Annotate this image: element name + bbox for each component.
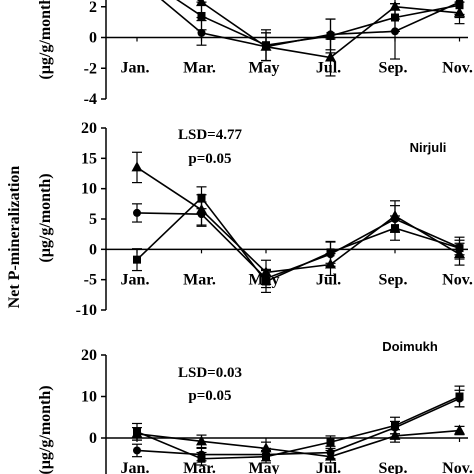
- bottom-x-tick-label: Jul.: [316, 460, 341, 474]
- bottom-point-square: [455, 392, 464, 401]
- top-point-triangle: [325, 51, 336, 62]
- middle-point-triangle: [454, 248, 465, 259]
- middle-x-tick-label: Jan.: [121, 271, 150, 288]
- bottom-y-axis-title: (µg/g/month): [37, 385, 54, 474]
- middle-y-tick-label: 10: [81, 181, 97, 198]
- top-series-triangle-line: [196, 0, 460, 59]
- middle-point-triangle: [325, 258, 336, 269]
- bottom-point-triangle: [454, 424, 465, 435]
- bottom-x-tick-label: Mar.: [183, 460, 216, 474]
- bottom-x-tick-label: Jan.: [121, 460, 150, 474]
- middle-x-tick-label: Mar.: [183, 271, 216, 288]
- middle-series-square-line: [136, 196, 460, 283]
- bottom-p-value-label: p=0.05: [188, 388, 231, 404]
- middle-lsd-label: LSD=4.77: [178, 127, 242, 143]
- top-x-tick-label: Mar.: [183, 60, 216, 77]
- top-series-circle-line: [160, 0, 460, 48]
- bottom-x-tick-label: Nov.: [442, 460, 473, 474]
- bottom-point-circle: [133, 446, 141, 455]
- bottom-point-triangle: [260, 442, 272, 453]
- bottom-point-square: [326, 438, 335, 447]
- middle-point-triangle: [131, 161, 143, 172]
- top-y-tick-label: -4: [84, 91, 97, 108]
- middle-y-tick-label: -10: [76, 302, 97, 319]
- bottom-point-square: [197, 454, 206, 463]
- top-y-axis-title: (µg/g/month): [37, 0, 54, 80]
- bottom-series-circle-line: [136, 397, 460, 456]
- middle-x-tick-label: Nov.: [442, 271, 473, 288]
- middle-point-circle: [133, 208, 141, 217]
- middle-point-triangle: [389, 209, 401, 220]
- middle-site-label: Nirjuli: [410, 140, 447, 155]
- top-y-tick-label: 2: [89, 0, 97, 16]
- middle-series-triangle-line: [136, 166, 460, 274]
- top-point-triangle: [454, 6, 465, 17]
- bottom-x-tick-label: Sep.: [379, 460, 408, 474]
- middle-y-tick-label: 5: [89, 211, 97, 228]
- bottom-y-tick-label: 10: [81, 389, 97, 406]
- top-y-tick-label: -2: [84, 60, 97, 77]
- middle-p-value-label: p=0.05: [188, 151, 231, 167]
- middle-y-tick-label: -5: [84, 272, 97, 289]
- middle-point-square: [133, 255, 141, 264]
- top-point-triangle: [389, 0, 401, 11]
- bottom-point-triangle: [325, 450, 336, 461]
- bottom-point-square: [391, 421, 399, 430]
- shared-y-axis-title: Net P-mineralization: [6, 166, 23, 309]
- bottom-point-triangle: [389, 429, 401, 440]
- bottom-x-tick-label: May: [248, 460, 279, 474]
- top-point-triangle: [260, 40, 272, 51]
- middle-y-tick-label: 0: [89, 241, 97, 258]
- middle-x-tick-label: Sep.: [379, 271, 408, 288]
- bottom-series-square-line: [136, 395, 460, 460]
- middle-y-tick-label: 20: [81, 120, 97, 137]
- top-point-triangle: [196, 0, 207, 7]
- bottom-point-square: [262, 452, 270, 461]
- top-x-tick-label: Sep.: [379, 60, 408, 77]
- bottom-point-triangle: [131, 427, 143, 438]
- middle-point-triangle: [260, 266, 272, 277]
- top-x-tick-label: Jan.: [121, 60, 150, 77]
- top-y-tick-label: 0: [89, 30, 97, 47]
- bottom-site-label: Doimukh: [382, 339, 438, 354]
- top-point-circle: [197, 28, 206, 37]
- middle-point-square: [326, 248, 335, 257]
- middle-y-axis-title: (µg/g/month): [37, 173, 54, 262]
- bottom-y-tick-label: 0: [89, 430, 97, 447]
- bottom-point-triangle: [196, 435, 207, 446]
- top-x-tick-label: May: [248, 60, 279, 77]
- top-point-square: [326, 31, 335, 40]
- middle-y-tick-label: 15: [81, 150, 97, 167]
- top-x-tick-label: Nov.: [442, 60, 473, 77]
- bottom-y-tick-label: 20: [81, 347, 97, 364]
- top-x-tick-label: Jul.: [316, 60, 341, 77]
- bottom-series-triangle-line: [136, 429, 460, 458]
- top-series-square-line: [176, 0, 460, 47]
- bottom-lsd-label: LSD=0.03: [178, 365, 242, 381]
- middle-x-tick-label: Jul.: [316, 271, 341, 288]
- middle-point-triangle: [196, 203, 207, 214]
